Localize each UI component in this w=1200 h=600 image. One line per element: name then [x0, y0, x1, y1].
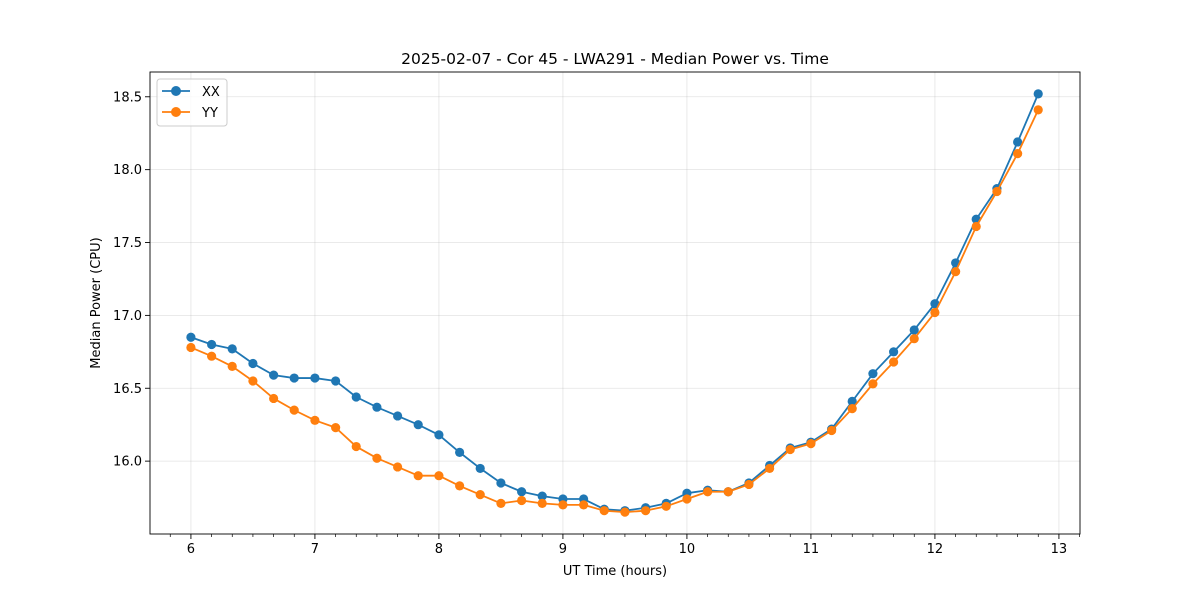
legend-marker-xx	[171, 86, 181, 96]
data-point-yy	[971, 221, 981, 232]
chart-title: 2025-02-07 - Cor 45 - LWA291 - Median Po…	[401, 50, 829, 68]
data-point-yy	[1013, 149, 1023, 159]
data-point-xx	[889, 347, 899, 357]
data-point-yy	[351, 441, 361, 452]
data-point-xx	[909, 325, 919, 335]
data-point-yy	[992, 186, 1002, 197]
y-tick-label: 18.5	[113, 90, 142, 105]
data-point-xx	[1033, 89, 1043, 99]
data-point-yy	[909, 334, 919, 344]
data-point-xx	[517, 487, 527, 497]
legend-marker-yy	[171, 107, 181, 117]
data-point-xx	[475, 463, 485, 474]
data-point-yy	[951, 267, 961, 277]
data-point-xx	[413, 420, 423, 430]
data-point-yy	[434, 471, 444, 481]
data-point-yy	[723, 487, 733, 497]
x-tick-label: 13	[1051, 542, 1068, 557]
data-point-yy	[289, 405, 299, 415]
data-point-xx	[393, 411, 403, 421]
data-point-yy	[765, 463, 775, 474]
data-point-yy	[889, 357, 899, 367]
data-point-yy	[661, 501, 671, 511]
data-point-yy	[207, 351, 217, 361]
data-point-yy	[186, 342, 196, 353]
series-layer	[186, 89, 1043, 517]
y-tick-label: 17.5	[113, 236, 142, 251]
data-point-xx	[207, 339, 217, 350]
y-axis-label: Median Power (CPU)	[89, 237, 104, 368]
data-point-yy	[579, 500, 589, 510]
legend-label-yy: YY	[201, 106, 218, 121]
y-axis: 16.0 16.5 17.0 17.5 18.0 18.5	[113, 90, 150, 470]
data-point-yy	[703, 487, 713, 497]
data-point-yy	[744, 479, 754, 490]
data-point-yy	[599, 506, 609, 516]
y-tick-label: 17.0	[113, 309, 142, 324]
data-point-xx	[455, 447, 465, 457]
data-point-xx	[1013, 137, 1023, 147]
data-point-yy	[227, 361, 237, 371]
y-tick-label: 16.0	[113, 455, 142, 470]
data-point-xx	[289, 373, 299, 383]
x-tick-label: 8	[435, 542, 443, 557]
legend: XX YY	[156, 78, 228, 127]
x-tick-label: 12	[927, 542, 944, 557]
data-point-xx	[372, 402, 382, 412]
x-axis: 6 7 8 9 10 11 12 13	[169, 534, 1080, 557]
data-point-yy	[1033, 105, 1043, 115]
x-tick-label: 7	[311, 542, 319, 557]
x-tick-label: 10	[679, 542, 696, 557]
data-point-yy	[558, 500, 568, 510]
data-point-yy	[682, 494, 692, 504]
data-point-yy	[455, 481, 465, 491]
data-point-xx	[847, 396, 857, 406]
x-tick-label: 6	[187, 542, 195, 557]
data-point-yy	[310, 415, 320, 425]
data-point-xx	[248, 358, 258, 369]
data-point-yy	[269, 393, 279, 404]
data-point-xx	[537, 491, 547, 501]
data-point-yy	[868, 379, 878, 389]
data-point-xx	[434, 430, 444, 440]
data-point-yy	[641, 506, 651, 516]
data-point-xx	[868, 369, 878, 379]
data-point-yy	[393, 462, 403, 472]
data-point-yy	[248, 376, 258, 386]
x-axis-label: UT Time (hours)	[563, 564, 667, 579]
x-tick-label: 11	[803, 542, 820, 557]
data-point-yy	[517, 495, 527, 506]
data-point-yy	[930, 307, 940, 318]
data-point-yy	[537, 498, 547, 508]
data-point-xx	[331, 376, 341, 386]
data-point-yy	[372, 453, 382, 463]
data-point-yy	[620, 507, 630, 517]
data-point-xx	[186, 332, 196, 342]
series-yy	[186, 105, 1043, 517]
data-point-xx	[496, 478, 506, 488]
data-point-xx	[269, 370, 279, 380]
data-point-yy	[785, 444, 795, 455]
plot-frame	[149, 71, 1081, 535]
data-point-yy	[806, 439, 816, 449]
data-point-yy	[496, 498, 506, 508]
data-point-xx	[227, 344, 237, 354]
data-point-yy	[331, 423, 341, 433]
y-tick-label: 18.0	[113, 163, 142, 178]
data-point-xx	[310, 373, 320, 383]
data-point-xx	[351, 392, 361, 402]
data-point-yy	[847, 404, 857, 414]
legend-label-xx: XX	[202, 85, 220, 100]
data-point-yy	[475, 490, 485, 500]
data-point-yy	[413, 471, 423, 481]
x-tick-label: 9	[559, 542, 567, 557]
y-tick-label: 16.5	[113, 382, 142, 397]
data-point-yy	[827, 425, 837, 436]
